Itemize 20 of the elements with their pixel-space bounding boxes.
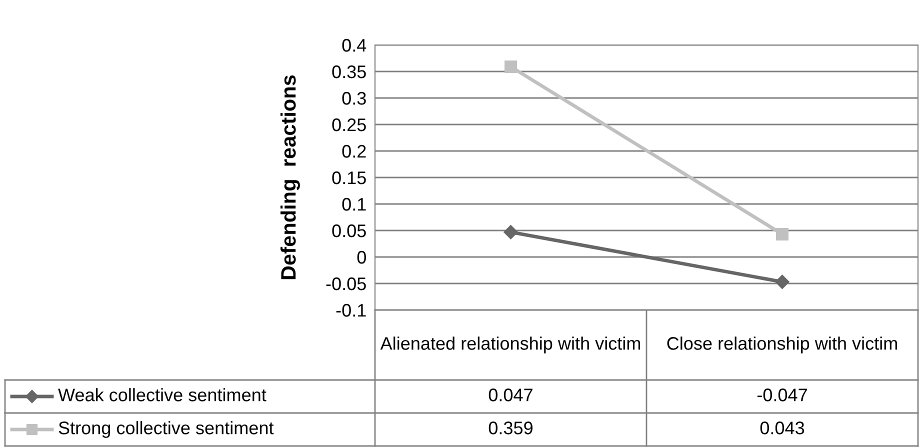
data-label: 0.359 <box>488 422 532 434</box>
y-tick-label: 0.2 <box>342 144 366 158</box>
x-tick-label: Close relationship with victim <box>667 336 897 354</box>
data-label: 0.047 <box>488 388 532 402</box>
y-tick-label: 0.1 <box>342 198 366 211</box>
y-tick-label: 0.05 <box>332 224 366 238</box>
y-tick-label: -0.05 <box>326 277 366 290</box>
data-label: -0.047 <box>757 388 807 402</box>
y-tick-label: -0.1 <box>336 304 366 317</box>
x-tick-label: Alienated relationship with victim <box>380 336 640 354</box>
y-axis-title: Defending reactions <box>280 75 300 280</box>
y-tick-label: 0.4 <box>342 38 366 52</box>
data-label: 0.043 <box>760 422 804 434</box>
y-tick-label: 0.35 <box>332 65 366 78</box>
legend-label: Weak collective sentiment <box>58 388 266 402</box>
y-tick-label: 0.15 <box>332 171 366 184</box>
y-tick-label: 0.25 <box>332 118 366 132</box>
legend-label: Strong collective sentiment <box>58 421 274 438</box>
y-tick-label: 0 <box>357 250 366 264</box>
y-tick-label: 0.3 <box>342 92 366 105</box>
